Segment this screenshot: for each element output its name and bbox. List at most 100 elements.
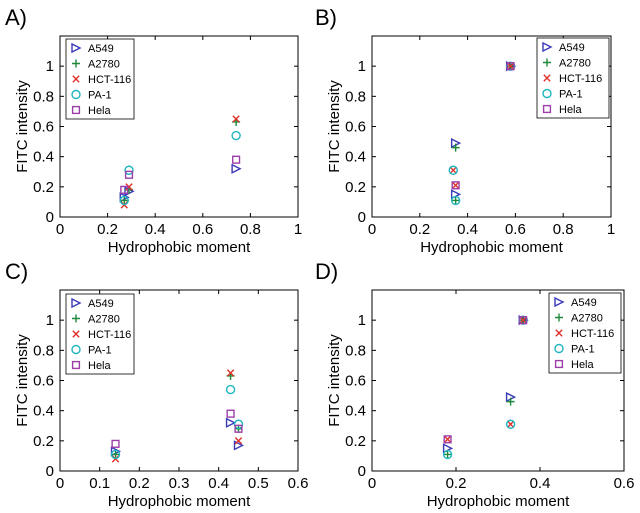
x-axis-label: Hydrophobic moment — [427, 493, 570, 510]
x-axis-label: Hydrophobic moment — [420, 239, 563, 256]
x-axis-label: Hydrophobic moment — [108, 239, 251, 256]
data-point — [231, 163, 242, 174]
x-tick-label: 1 — [607, 221, 615, 238]
data-point — [226, 409, 235, 418]
y-tick-label: 0.8 — [33, 342, 54, 359]
legend-marker — [554, 296, 565, 308]
data-point — [120, 185, 129, 194]
legend: A549 A2780 HCT-116 PA-1 Hela — [548, 292, 622, 374]
legend-label: A2780 — [571, 313, 603, 325]
legend-label: A549 — [559, 42, 585, 54]
legend-label: A2780 — [88, 314, 120, 326]
legend-box — [548, 292, 622, 374]
x-tick-label: 0.8 — [553, 221, 574, 238]
data-point — [451, 143, 460, 152]
data-point — [451, 181, 460, 190]
panel-letter: D) — [315, 259, 338, 284]
y-tick-label: 1 — [46, 58, 54, 75]
y-tick-label: 1 — [46, 312, 54, 329]
legend-marker — [72, 314, 80, 323]
legend-label: PA-1 — [571, 344, 595, 356]
panel-b: B) 0 0.2 0.4 0.6 0.8 1 0 0.2 0.4 0.6 0.8 1 Hydrophobi… — [315, 5, 615, 256]
data-point — [519, 316, 528, 325]
data-point — [233, 419, 244, 429]
data-point — [233, 440, 245, 451]
legend-marker — [72, 59, 80, 68]
x-tick-label: 0 — [368, 221, 376, 238]
x-tick-label: 0 — [56, 475, 64, 492]
legend-marker — [71, 297, 82, 309]
y-tick-label: 0.6 — [345, 119, 366, 136]
y-axis-label: FITC intensity — [14, 80, 31, 173]
y-tick-label: 0.2 — [33, 179, 54, 196]
x-tick-label: 0.2 — [446, 475, 467, 492]
data-point — [451, 181, 460, 190]
data-point — [234, 424, 243, 433]
x-tick-label: 0.6 — [505, 221, 526, 238]
legend-label: A549 — [571, 297, 597, 309]
legend-label: HCT-116 — [88, 329, 131, 341]
legend-marker — [72, 75, 80, 83]
data-point — [519, 316, 527, 324]
data-point — [449, 166, 457, 174]
legend-marker — [71, 344, 81, 355]
panel-letter: C) — [5, 259, 28, 284]
legend-marker — [71, 89, 81, 100]
y-tick-label: 0.4 — [33, 403, 54, 420]
legend-marker — [72, 330, 80, 338]
data-point — [232, 155, 241, 164]
x-tick-label: 0 — [56, 221, 64, 238]
y-tick-label: 0.2 — [33, 433, 54, 450]
y-tick-label: 0 — [358, 209, 366, 226]
data-point — [226, 369, 235, 377]
y-tick-label: 0 — [46, 463, 54, 480]
x-tick-label: 0.6 — [288, 475, 309, 492]
data-point — [225, 417, 237, 428]
y-tick-label: 0.4 — [345, 403, 366, 420]
x-tick-label: 0.6 — [192, 221, 213, 238]
data-point — [450, 195, 461, 206]
x-tick-label: 0.4 — [145, 221, 166, 238]
x-tick-label: 0.2 — [129, 475, 150, 492]
data-point — [111, 439, 120, 448]
y-tick-label: 1 — [358, 312, 366, 329]
y-tick-label: 0.2 — [345, 433, 366, 450]
y-tick-label: 0.8 — [33, 88, 54, 105]
legend: A549 A2780 HCT-116 PA-1 Hela — [65, 38, 135, 120]
y-tick-label: 0.8 — [345, 342, 366, 359]
legend: A549 A2780 HCT-116 PA-1 Hela — [65, 293, 135, 375]
data-point — [125, 183, 133, 191]
legend-label: A549 — [88, 43, 114, 55]
legend-marker — [554, 343, 564, 354]
legend-label: Hela — [88, 105, 112, 117]
data-point — [443, 435, 452, 444]
legend-label: HCT-116 — [571, 328, 614, 340]
y-tick-label: 0 — [358, 463, 366, 480]
x-tick-label: 1 — [294, 221, 302, 238]
x-tick-label: 0.4 — [208, 475, 229, 492]
y-tick-label: 1 — [358, 58, 366, 75]
legend-marker — [555, 329, 563, 337]
y-axis-label: FITC intensity — [326, 334, 343, 427]
x-tick-label: 0.5 — [248, 475, 269, 492]
legend-marker — [555, 313, 563, 322]
y-axis-label: FITC intensity — [14, 334, 31, 427]
x-tick-label: 0 — [368, 475, 376, 492]
x-tick-label: 0.8 — [240, 221, 261, 238]
y-tick-label: 0.6 — [345, 373, 366, 390]
legend-box — [536, 37, 610, 119]
legend-label: HCT-116 — [559, 73, 602, 85]
data-point — [232, 115, 240, 123]
data-point — [111, 450, 120, 459]
data-point — [505, 419, 516, 429]
y-tick-label: 0 — [46, 209, 54, 226]
data-point — [234, 437, 243, 445]
y-tick-label: 0.6 — [33, 373, 54, 390]
x-tick-label: 0.4 — [530, 475, 551, 492]
legend-box — [65, 38, 135, 120]
x-tick-label: 0.6 — [614, 475, 635, 492]
x-tick-label: 0.2 — [409, 221, 430, 238]
legend-label: A2780 — [88, 59, 120, 71]
data-point — [506, 62, 515, 71]
